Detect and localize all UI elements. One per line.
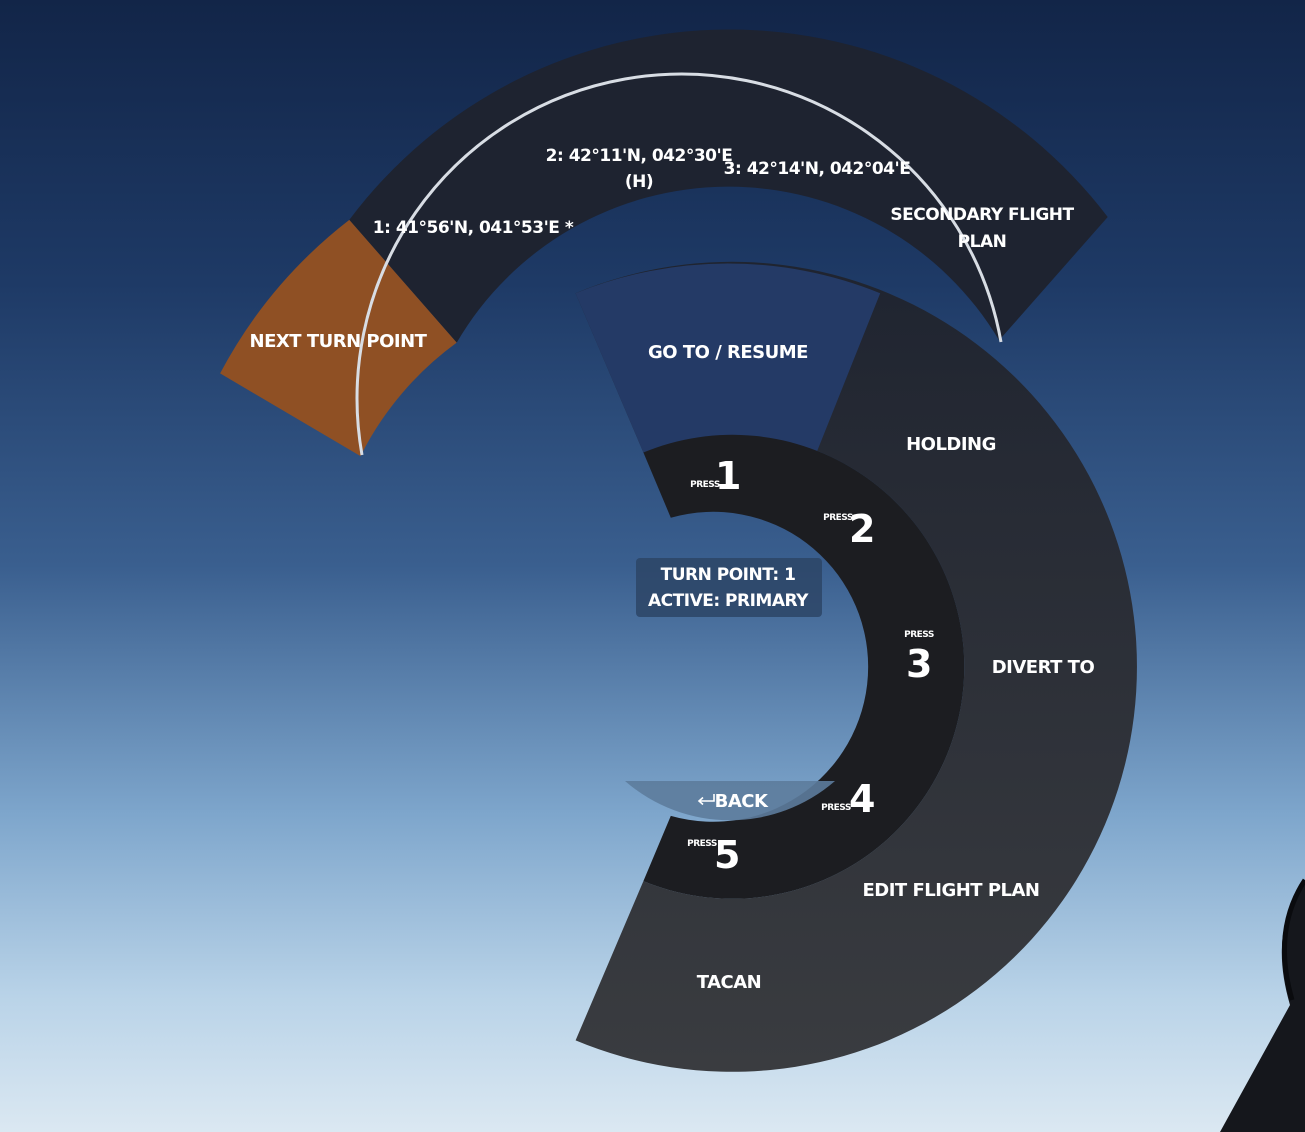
press-ring [643, 434, 965, 899]
next-turn-point-label: NEXT TURN POINT [250, 331, 428, 352]
waypoint-2-label[interactable]: 2: 42°11'N, 042°30'E [546, 146, 733, 166]
press-1-prefix: PRESS [690, 480, 720, 490]
cockpit-frame [1220, 880, 1305, 1132]
back-label[interactable]: BACK [715, 791, 770, 812]
next-turn-point-segment[interactable] [220, 219, 457, 457]
tacan-label[interactable]: TACAN [697, 972, 762, 993]
back-button[interactable] [625, 781, 835, 821]
edit-flight-plan-label[interactable]: EDIT FLIGHT PLAN [863, 880, 1040, 901]
press-5-prefix: PRESS [687, 839, 717, 849]
active-plan-status: ACTIVE: PRIMARY [648, 591, 809, 611]
press-5-key[interactable]: 5 [714, 833, 740, 877]
press-2-key[interactable]: 2 [849, 507, 875, 551]
press-3-key[interactable]: 3 [906, 642, 932, 686]
secondary-flight-plan-label[interactable]: SECONDARY FLIGHT [890, 205, 1075, 225]
press-2-prefix: PRESS [823, 513, 853, 523]
turn-point-status: TURN POINT: 1 [661, 565, 796, 585]
press-4-key[interactable]: 4 [849, 777, 875, 821]
press-1-key[interactable]: 1 [715, 454, 741, 498]
center-info-box [636, 558, 822, 617]
main-ring [575, 261, 1137, 1072]
press-4-prefix: PRESS [821, 803, 851, 813]
press-3-prefix: PRESS [904, 630, 934, 640]
waypoint-3-label[interactable]: 3: 42°14'N, 042°04'E [724, 159, 911, 179]
go-to-resume-label: GO TO / RESUME [648, 342, 808, 363]
secondary-flight-plan-label-line2: PLAN [958, 232, 1007, 252]
cockpit-frame-rim [1282, 878, 1305, 1001]
go-to-resume-segment[interactable] [575, 263, 881, 453]
return-arrow-icon [697, 794, 715, 806]
waypoint-2-sublabel: (H) [625, 172, 653, 192]
waypoint-1-label[interactable]: 1: 41°56'N, 041°53'E * [373, 218, 575, 238]
holding-label[interactable]: HOLDING [906, 434, 996, 455]
divert-to-label[interactable]: DIVERT TO [992, 657, 1095, 678]
outer-ring-separator [355, 72, 1003, 456]
